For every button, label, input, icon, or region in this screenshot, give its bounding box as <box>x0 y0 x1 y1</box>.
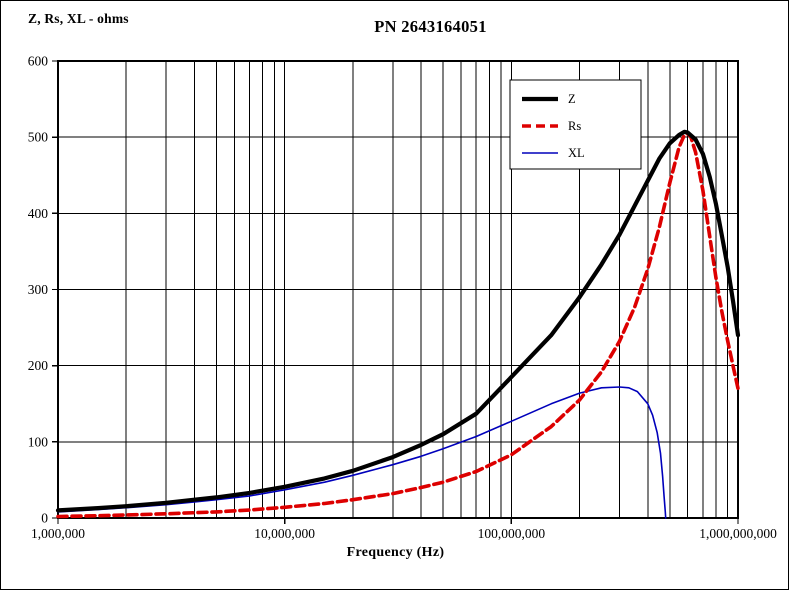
x-tick-label: 1,000,000,000 <box>699 526 777 541</box>
x-tick-label: 10,000,000 <box>254 526 315 541</box>
x-tick-label: 100,000,000 <box>478 526 546 541</box>
x-tick-label: 1,000,000 <box>31 526 85 541</box>
legend-box <box>509 79 642 170</box>
chart-title: PN 2643164051 <box>374 17 487 36</box>
y-tick-label: 100 <box>28 434 49 449</box>
x-axis-title: Frequency (Hz) <box>346 545 445 560</box>
series-line-Z <box>55 129 741 513</box>
y-tick-label: 0 <box>41 511 48 526</box>
y-tick-label: 600 <box>28 54 49 69</box>
series-line-Rs <box>56 131 740 519</box>
legend-item-Rs: Rs <box>522 119 581 133</box>
y-tick-label: 500 <box>28 130 49 145</box>
legend-label-Z: Z <box>568 92 576 106</box>
plot-border <box>57 60 739 519</box>
y-tick-label: 300 <box>28 282 49 297</box>
y-tick-label: 200 <box>28 358 49 373</box>
legend-item-Z: Z <box>522 92 576 106</box>
y-axis-title: Z, Rs, XL - ohms <box>28 11 129 26</box>
legend-label-Rs: Rs <box>568 119 581 133</box>
legend-item-XL: XL <box>522 146 585 160</box>
series-line-XL <box>57 386 667 519</box>
legend-label-XL: XL <box>568 146 585 160</box>
gridlines <box>58 61 738 518</box>
tick-labels: 0 100 200 300 400 500 600 1,000,000 10,000,000 10… <box>28 54 777 542</box>
y-tick-label: 400 <box>28 206 49 221</box>
legend: Z Rs XL <box>509 79 642 170</box>
axis-ticks <box>52 60 739 524</box>
